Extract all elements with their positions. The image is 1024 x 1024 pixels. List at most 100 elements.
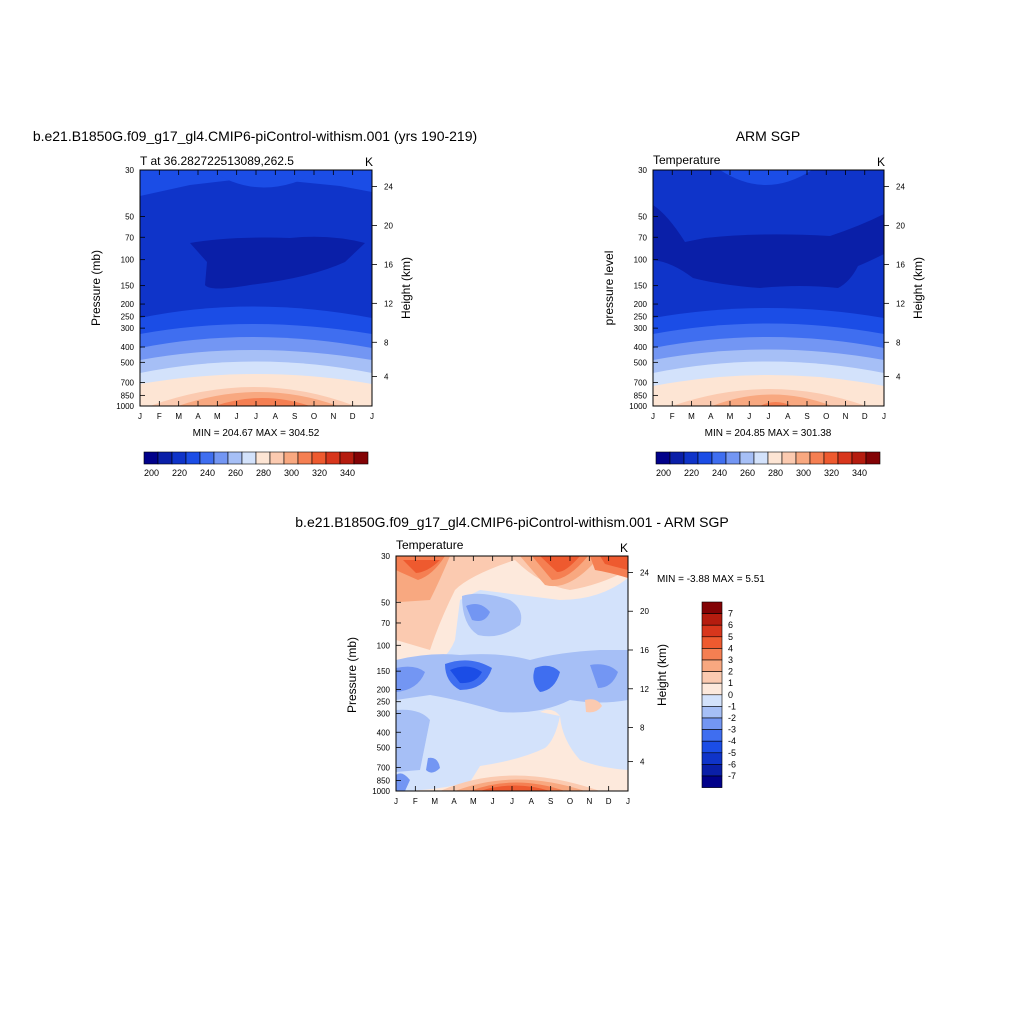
colorbar-box — [753, 451, 769, 465]
x-tick-label: J — [394, 797, 398, 806]
colorbar-label: 220 — [684, 468, 699, 478]
colorbar-label: 1 — [728, 678, 733, 688]
x-tick-label: J — [254, 412, 258, 421]
x-tick-label: D — [350, 412, 356, 421]
x-tick-label: M — [727, 412, 734, 421]
colorbar-label: 240 — [200, 468, 215, 478]
y-tick-label: 70 — [125, 233, 134, 242]
panel-diff-units: K — [620, 541, 628, 555]
panel-model-minmax: MIN = 204.67 MAX = 304.52 — [193, 428, 320, 439]
y-tick-label: 300 — [121, 324, 135, 333]
y-tick-label: 1000 — [116, 402, 134, 411]
panel-model-ylabel-right: Height (km) — [399, 257, 413, 319]
y-tick-label: 500 — [634, 358, 648, 367]
panel-diff-minmax: MIN = -3.88 MAX = 5.51 — [657, 574, 765, 585]
y-tick-label: 1000 — [629, 402, 647, 411]
panel-obs-minmax: MIN = 204.85 MAX = 301.38 — [705, 428, 832, 439]
x-tick-label: J — [626, 797, 630, 806]
x-tick-label: M — [470, 797, 477, 806]
y-tick-label: 1000 — [372, 787, 390, 796]
colorbar-box — [701, 671, 723, 684]
colorbar-box — [701, 729, 723, 742]
colorbar-box — [701, 764, 723, 777]
colorbar-label: 5 — [728, 632, 733, 642]
colorbar-box — [701, 613, 723, 626]
panel-diff-title: b.e21.B1850G.f09_g17_gl4.CMIP6-piControl… — [295, 514, 728, 530]
height-tick-label: 16 — [896, 260, 905, 269]
panel-obs-ylabel-right: Height (km) — [911, 257, 925, 319]
x-tick-label: A — [273, 412, 279, 421]
colorbar-box — [297, 451, 313, 465]
panel-diff-contours — [396, 556, 628, 791]
colorbar-box — [701, 706, 723, 719]
x-tick-label: J — [510, 797, 514, 806]
panel-obs-units: K — [877, 155, 885, 169]
y-tick-label: 850 — [377, 776, 391, 785]
panel-diff-subtitle: Temperature — [396, 538, 464, 552]
y-tick-label: 50 — [125, 212, 134, 221]
panel-model: b.e21.B1850G.f09_g17_gl4.CMIP6-piControl… — [33, 128, 477, 478]
panel-obs-colorbar: 200 220 240 260 280 300 320 340 — [655, 451, 881, 478]
panel-obs-subtitle: Temperature — [653, 153, 721, 167]
colorbar-box — [701, 682, 723, 696]
y-tick-label: 700 — [634, 378, 648, 387]
height-tick-label: 16 — [384, 260, 393, 269]
colorbar-label: 6 — [728, 620, 733, 630]
colorbar-label: 340 — [340, 468, 355, 478]
y-tick-label: 500 — [377, 744, 391, 753]
colorbar-label: -1 — [728, 701, 736, 711]
x-tick-label: J — [747, 412, 751, 421]
panel-diff-ylabel: Pressure (mb) — [345, 637, 359, 713]
colorbar-box — [283, 451, 299, 465]
colorbar-box — [701, 601, 723, 614]
x-tick-label: O — [311, 412, 317, 421]
colorbar-label: 320 — [312, 468, 327, 478]
height-tick-label: 12 — [384, 299, 393, 308]
y-tick-label: 250 — [121, 312, 135, 321]
y-tick-label: 100 — [121, 256, 135, 265]
y-tick-label: 850 — [634, 391, 648, 400]
x-tick-label: A — [708, 412, 714, 421]
y-tick-label: 400 — [121, 343, 135, 352]
colorbar-box — [325, 451, 341, 465]
x-tick-label: S — [292, 412, 297, 421]
colorbar-box — [143, 451, 159, 465]
colorbar-label: 2 — [728, 667, 733, 677]
colorbar-box — [227, 451, 243, 465]
panel-model-axes: J F M A M J J A S O N D J 30 50 70 100 150 200 250 300 400 500… — [116, 166, 393, 421]
y-tick-label: 50 — [638, 212, 647, 221]
colorbar-label: 260 — [228, 468, 243, 478]
colorbar-label: 280 — [256, 468, 271, 478]
colorbar-box — [157, 451, 173, 465]
x-tick-label: J — [138, 412, 142, 421]
panel-diff-colorbar: 76 54 3 21 0-1 -2 -3-4 -5-6 -7 — [701, 601, 736, 788]
colorbar-box — [311, 451, 327, 465]
colorbar-box — [697, 451, 713, 465]
colorbar-label: -2 — [728, 713, 736, 723]
x-tick-label: J — [235, 412, 239, 421]
x-tick-label: N — [330, 412, 336, 421]
colorbar-box — [171, 451, 187, 465]
y-tick-label: 200 — [121, 300, 135, 309]
x-tick-label: J — [651, 412, 655, 421]
colorbar-label: 280 — [768, 468, 783, 478]
y-tick-label: 200 — [634, 300, 648, 309]
x-tick-label: M — [688, 412, 695, 421]
y-tick-label: 30 — [381, 552, 390, 561]
colorbar-label: 7 — [728, 609, 733, 619]
colorbar-label: -7 — [728, 771, 736, 781]
panel-diff-ylabel-right: Height (km) — [655, 644, 669, 706]
colorbar-box — [213, 451, 229, 465]
colorbar-box — [837, 451, 853, 465]
colorbar-label: 200 — [656, 468, 671, 478]
colorbar-box — [701, 752, 723, 765]
colorbar-box — [701, 694, 723, 707]
colorbar-box — [701, 740, 723, 754]
colorbar-label: 240 — [712, 468, 727, 478]
panel-obs-ylabel: pressure level — [602, 251, 616, 326]
colorbar-box — [739, 451, 755, 465]
colorbar-box — [353, 451, 369, 465]
x-tick-label: J — [882, 412, 886, 421]
colorbar-box — [655, 451, 671, 465]
